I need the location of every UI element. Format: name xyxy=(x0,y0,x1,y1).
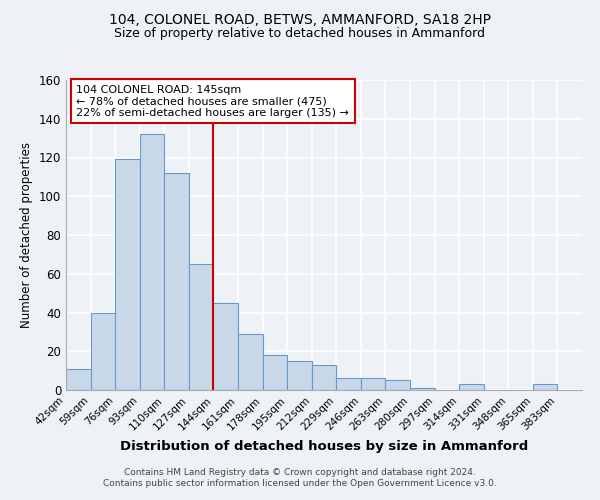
Y-axis label: Number of detached properties: Number of detached properties xyxy=(20,142,33,328)
Text: 104, COLONEL ROAD, BETWS, AMMANFORD, SA18 2HP: 104, COLONEL ROAD, BETWS, AMMANFORD, SA1… xyxy=(109,12,491,26)
Bar xyxy=(533,384,557,390)
Bar xyxy=(361,378,385,390)
Bar xyxy=(385,380,410,390)
Bar xyxy=(263,355,287,390)
Text: Size of property relative to detached houses in Ammanford: Size of property relative to detached ho… xyxy=(115,28,485,40)
Bar xyxy=(189,264,214,390)
Bar xyxy=(287,361,312,390)
Text: 104 COLONEL ROAD: 145sqm
← 78% of detached houses are smaller (475)
22% of semi-: 104 COLONEL ROAD: 145sqm ← 78% of detach… xyxy=(76,84,349,118)
Text: Contains HM Land Registry data © Crown copyright and database right 2024.
Contai: Contains HM Land Registry data © Crown c… xyxy=(103,468,497,487)
Bar xyxy=(164,173,189,390)
Bar xyxy=(91,312,115,390)
Bar xyxy=(336,378,361,390)
Bar xyxy=(66,368,91,390)
Bar xyxy=(115,160,140,390)
Bar xyxy=(214,303,238,390)
Bar xyxy=(312,365,336,390)
X-axis label: Distribution of detached houses by size in Ammanford: Distribution of detached houses by size … xyxy=(120,440,528,453)
Bar xyxy=(410,388,434,390)
Bar xyxy=(459,384,484,390)
Bar xyxy=(238,334,263,390)
Bar xyxy=(140,134,164,390)
